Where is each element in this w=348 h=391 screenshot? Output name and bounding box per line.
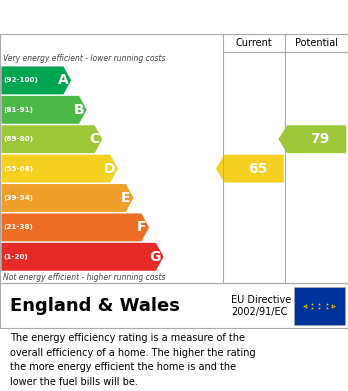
- Polygon shape: [1, 96, 87, 124]
- Text: Very energy efficient - lower running costs: Very energy efficient - lower running co…: [3, 54, 166, 63]
- Text: A: A: [58, 74, 68, 88]
- Text: 79: 79: [310, 132, 330, 146]
- Text: (55-68): (55-68): [3, 166, 34, 172]
- Text: Energy Efficiency Rating: Energy Efficiency Rating: [10, 9, 220, 25]
- Text: (1-20): (1-20): [3, 254, 28, 260]
- Text: B: B: [73, 103, 84, 117]
- Polygon shape: [278, 125, 346, 153]
- Bar: [294, 287, 345, 325]
- Polygon shape: [1, 213, 149, 241]
- Polygon shape: [1, 66, 71, 94]
- Text: England & Wales: England & Wales: [10, 297, 180, 315]
- Text: D: D: [104, 161, 115, 176]
- Text: G: G: [149, 250, 161, 264]
- Text: Not energy efficient - higher running costs: Not energy efficient - higher running co…: [3, 273, 166, 282]
- Text: The energy efficiency rating is a measure of the
overall efficiency of a home. T: The energy efficiency rating is a measur…: [10, 334, 256, 387]
- Text: (81-91): (81-91): [3, 107, 33, 113]
- Text: C: C: [89, 132, 100, 146]
- Polygon shape: [1, 243, 164, 271]
- Text: EU Directive
2002/91/EC: EU Directive 2002/91/EC: [231, 295, 292, 317]
- Text: E: E: [121, 191, 131, 205]
- Polygon shape: [1, 155, 118, 183]
- Polygon shape: [216, 155, 284, 183]
- Text: Current: Current: [236, 38, 272, 48]
- Text: (21-38): (21-38): [3, 224, 33, 230]
- Text: F: F: [137, 221, 146, 234]
- Polygon shape: [1, 184, 134, 212]
- Text: 65: 65: [248, 161, 267, 176]
- Text: (92-100): (92-100): [3, 77, 38, 83]
- Polygon shape: [1, 125, 102, 153]
- Text: (39-54): (39-54): [3, 195, 33, 201]
- Text: Potential: Potential: [295, 38, 338, 48]
- Text: (69-80): (69-80): [3, 136, 34, 142]
